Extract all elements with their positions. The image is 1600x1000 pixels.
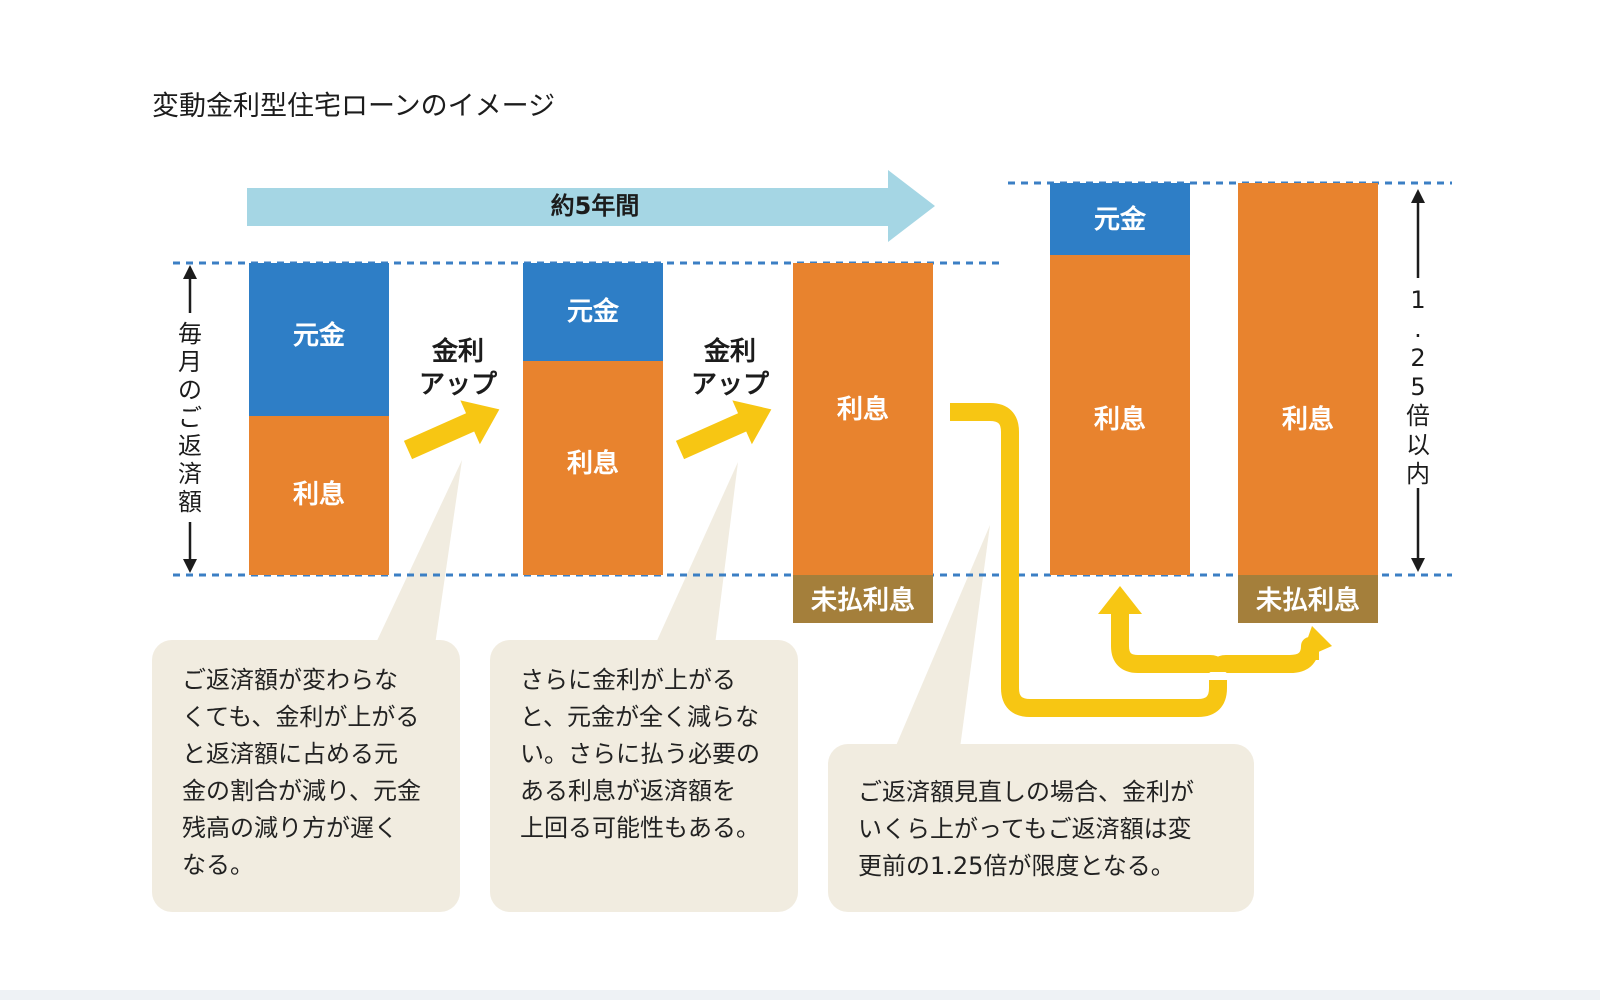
bar-1-principal-segment (249, 263, 389, 416)
right-axis-text-char: 内 (1406, 460, 1430, 488)
review-path-right-arrowhead (1300, 626, 1332, 660)
callout-2-tail (655, 462, 738, 645)
left-axis-text-char: 額 (178, 488, 202, 516)
bar-2-principal-label: 元金 (567, 296, 620, 327)
timeline-label: 約5年間 (551, 192, 640, 220)
right-axis-text-char: 以 (1406, 431, 1430, 459)
rate-up-1-label-line2: アップ (419, 370, 498, 400)
left-axis-text-char: の (178, 376, 202, 404)
bar-4-interest-label: 利息 (1094, 404, 1146, 435)
rate-up-1-arrow (403, 400, 500, 460)
bar-3-interest-label: 利息 (837, 394, 889, 425)
right-axis-text-char: 倍 (1406, 402, 1430, 430)
bar-2-interest-label: 利息 (567, 448, 619, 479)
bar-1-interest-segment (249, 416, 389, 575)
bar-1-principal-label: 元金 (293, 320, 346, 351)
rate-up-1-label-line1: 金利 (431, 336, 484, 367)
left-axis-down-arrowhead (183, 559, 197, 573)
bar-3-interest-segment (793, 263, 933, 575)
bar-3-unpaid-interest (793, 575, 933, 623)
right-axis-text-char: . (1414, 315, 1422, 343)
diagram-title: 変動金利型住宅ローンのイメージ (152, 91, 556, 122)
bar-4-principal-label: 元金 (1094, 204, 1147, 235)
timeline-arrow (247, 170, 935, 242)
bar-3-unpaid-label: 未払利息 (811, 585, 915, 616)
callout-rate-up-effect: ご返済額が変わらな くても、金利が上がる と返済額に占める元 金の割合が減り、元… (152, 640, 460, 912)
callout-further-rate-up: さらに金利が上がる と、元金が全く減らな い。さらに払う必要の ある利息が返済額… (490, 640, 798, 912)
review-path-left-arrowhead (1098, 586, 1142, 614)
left-axis-text-char: ご (178, 404, 202, 432)
right-axis-up-arrowhead (1411, 189, 1425, 203)
left-axis-up-arrowhead (183, 265, 197, 279)
bar-5-interest-label: 利息 (1282, 404, 1334, 435)
rate-up-2-label-line2: アップ (691, 370, 770, 400)
rate-up-2-arrow (675, 400, 772, 460)
callout-1-tail (375, 460, 462, 645)
review-path-left-branch (1111, 612, 1227, 674)
bar-4-principal-segment (1050, 183, 1190, 255)
left-axis-text-char: 毎 (178, 320, 202, 348)
bar-1-interest-label: 利息 (293, 479, 345, 510)
right-axis-text-char: 2 (1410, 344, 1425, 372)
left-axis-text-char: 月 (178, 348, 202, 376)
review-path-connector (950, 403, 1227, 717)
right-axis-text-char: 1 (1410, 286, 1425, 314)
right-axis-text-char: 5 (1410, 373, 1425, 401)
right-axis-down-arrowhead (1411, 558, 1425, 572)
left-axis-text-char: 返 (178, 432, 202, 460)
callout-3-tail (895, 525, 990, 748)
callout-payment-review: ご返済額見直しの場合、金利が いくら上がってもご返済額は変 更前の1.25倍が限… (828, 744, 1254, 912)
bottom-band (0, 990, 1600, 1000)
left-axis-text-char: 済 (178, 460, 202, 488)
bar-5-unpaid-label: 未払利息 (1256, 585, 1360, 616)
bar-5-unpaid-interest (1238, 575, 1378, 623)
bar-2-interest-segment (523, 361, 663, 575)
bar-2-principal-segment (523, 263, 663, 361)
review-path-right-branch (1209, 637, 1319, 674)
rate-up-2-label-line1: 金利 (703, 336, 756, 367)
bar-5-interest-segment (1238, 183, 1378, 575)
bar-4-interest-segment (1050, 255, 1190, 575)
